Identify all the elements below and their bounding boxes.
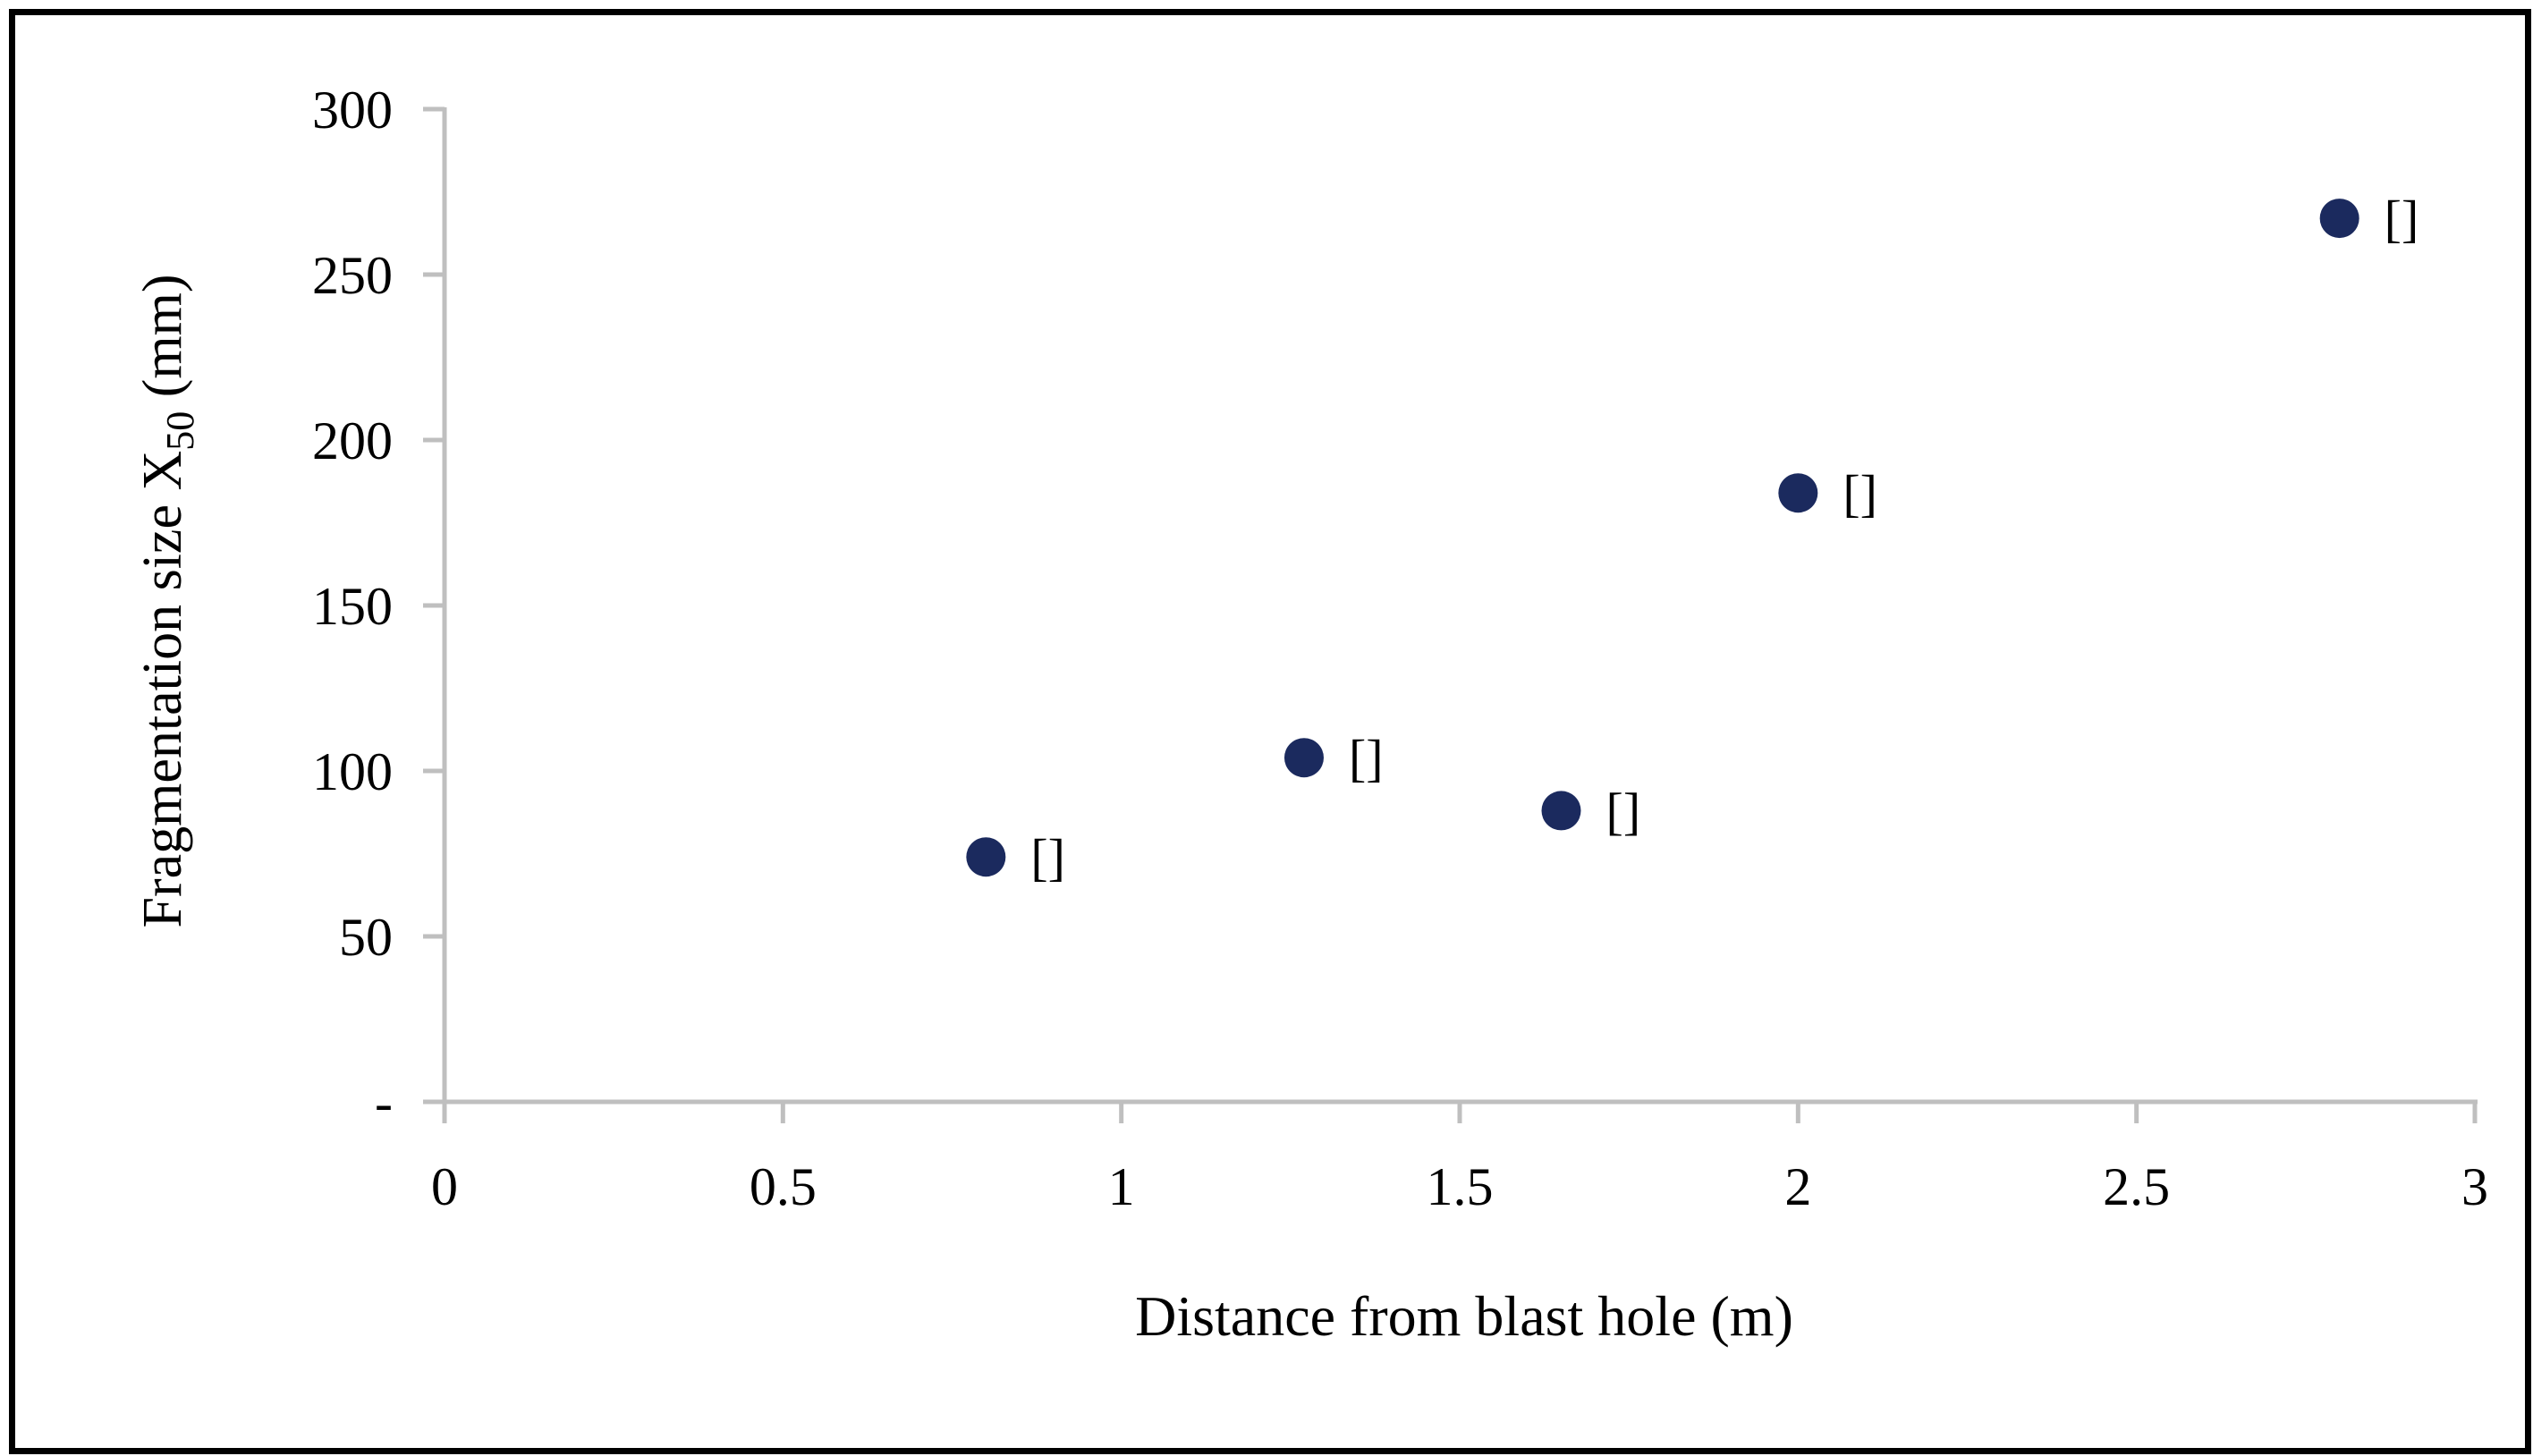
y-tick-label: 200	[312, 411, 393, 470]
data-point	[2319, 199, 2359, 239]
x-tick-label: 1	[1108, 1157, 1135, 1216]
point-label: []	[2385, 190, 2419, 248]
data-point	[1778, 473, 1818, 513]
x-tick-label: 0	[431, 1157, 458, 1216]
point-label: []	[1349, 729, 1384, 787]
x-tick-label: 2.5	[2103, 1157, 2170, 1216]
data-point	[1283, 738, 1324, 778]
y-axis-title-main: Fragmentation size X	[132, 450, 193, 928]
x-tick-label: 0.5	[750, 1157, 817, 1216]
x-tick-label: 1.5	[1427, 1157, 1494, 1216]
y-tick-label: 100	[312, 742, 393, 801]
chart-frame: - 50 100 150 200 250 300 0 0.5 1 1.5 2 2.5 3 [] [] [] [] […	[9, 9, 2531, 1454]
y-axis-title-subscript: 50	[158, 411, 202, 451]
y-tick-label: 150	[312, 577, 393, 636]
y-tick-label: 250	[312, 246, 393, 305]
y-axis-title-suffix: (mm)	[132, 274, 193, 411]
point-label: []	[1030, 828, 1065, 886]
x-tick-label: 2	[1784, 1157, 1811, 1216]
y-tick-label: -	[375, 1073, 393, 1132]
data-point	[1541, 791, 1581, 831]
point-label: []	[1606, 782, 1641, 840]
y-tick-label: 50	[339, 908, 393, 967]
data-point	[966, 837, 1006, 877]
x-tick-label: 3	[2461, 1157, 2488, 1216]
y-axis-title: Fragmentation size X50 (mm)	[131, 274, 203, 927]
y-tick-label: 300	[312, 80, 393, 140]
point-label: []	[1843, 464, 1877, 522]
chart-svg: - 50 100 150 200 250 300 0 0.5 1 1.5 2 2.5 3 [] [] [] [] […	[312, 80, 2488, 1216]
x-axis-title: Distance from blast hole (m)	[1135, 1284, 1793, 1348]
